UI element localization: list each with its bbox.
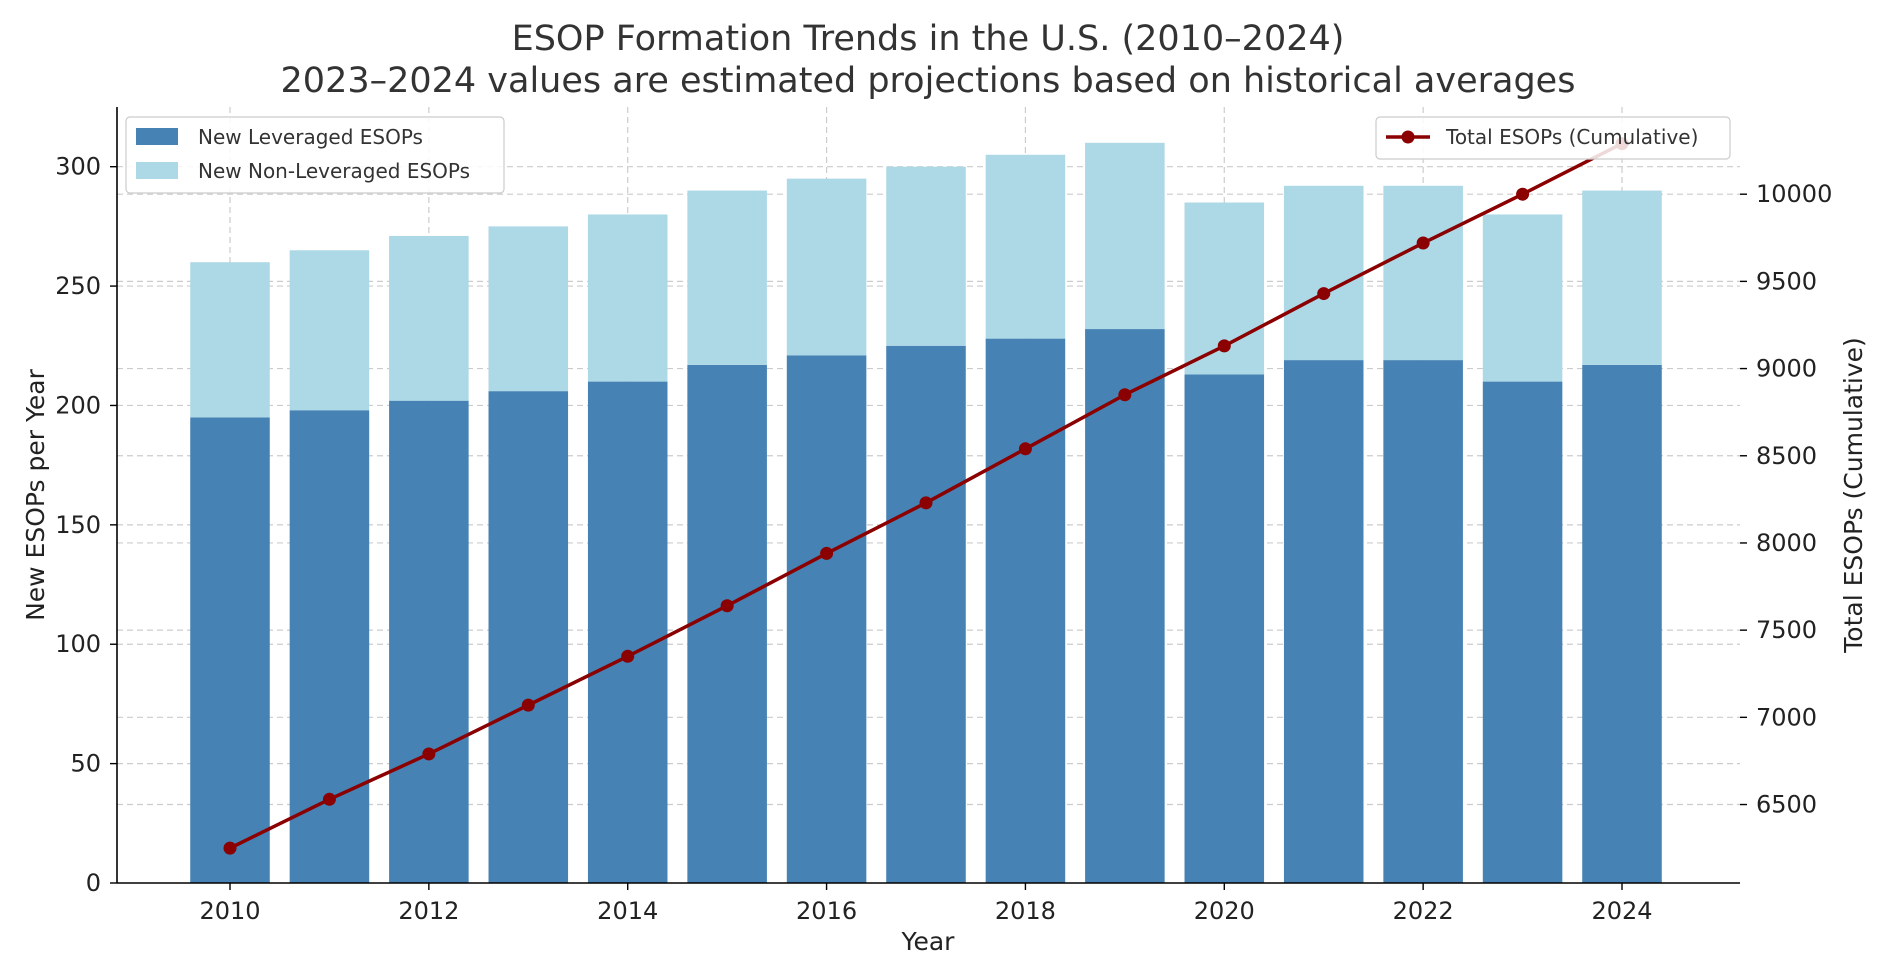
y-tick-label: 300 [55, 153, 101, 181]
y-tick-label: 200 [55, 391, 101, 419]
point-cumulative [1416, 236, 1430, 250]
bar-non-leveraged [1283, 185, 1364, 361]
y2-tick-label: 10000 [1756, 180, 1832, 208]
point-cumulative [1516, 187, 1530, 201]
y-axis-label: New ESOPs per Year [21, 368, 50, 621]
point-cumulative [1317, 287, 1331, 301]
bar-non-leveraged [488, 226, 569, 392]
bar-non-leveraged [1582, 190, 1662, 365]
bar-leveraged [786, 355, 867, 883]
x-tick-label: 2014 [597, 897, 658, 925]
bar-leveraged [488, 391, 569, 883]
legend-swatch-leveraged [136, 128, 178, 145]
bar-leveraged [985, 338, 1066, 883]
chart-subtitle: 2023–2024 values are estimated projectio… [281, 61, 1576, 101]
bar-leveraged [389, 400, 469, 883]
y-tick-label: 50 [70, 750, 101, 778]
bar-non-leveraged [1085, 142, 1165, 330]
legend-left-frame [125, 116, 505, 194]
point-cumulative [1217, 339, 1231, 353]
x-tick-label: 2016 [796, 897, 857, 925]
x-tick-label: 2024 [1591, 897, 1652, 925]
bar-leveraged [1085, 329, 1165, 883]
x-tick-label: 2012 [398, 897, 459, 925]
y-tick-label: 150 [55, 511, 101, 539]
x-tick-label: 2018 [995, 897, 1056, 925]
legend-right: Total ESOPs (Cumulative) [1375, 116, 1731, 160]
bar-leveraged [1582, 364, 1662, 884]
point-cumulative [1118, 388, 1132, 402]
y2-tick-label: 8000 [1756, 529, 1817, 557]
bar-non-leveraged [289, 250, 370, 411]
y2-axis-label: Total ESOPs (Cumulative) [1839, 337, 1868, 653]
point-cumulative [919, 496, 933, 510]
bar-leveraged [687, 364, 767, 884]
bar-non-leveraged [587, 214, 668, 382]
bar-leveraged [587, 381, 668, 883]
y2-tick-label: 6500 [1756, 791, 1817, 819]
y2-tick-label: 9500 [1756, 267, 1817, 295]
point-cumulative [223, 841, 237, 855]
bar-non-leveraged [389, 235, 469, 401]
x-axis-label: Year [901, 927, 956, 956]
legend-label-non-leveraged: New Non-Leveraged ESOPs [198, 159, 470, 183]
bars-layer [190, 142, 1662, 884]
bar-non-leveraged [687, 190, 767, 365]
point-cumulative [621, 649, 635, 663]
y-tick-label: 250 [55, 272, 101, 300]
bar-leveraged [1482, 381, 1563, 883]
y2-tick-label: 7000 [1756, 703, 1817, 731]
legend-left: New Leveraged ESOPs New Non-Leveraged ES… [125, 116, 505, 194]
y2-tick-label: 8500 [1756, 442, 1817, 470]
y2-tick-label: 7500 [1756, 616, 1817, 644]
legend-right-frame [1375, 116, 1731, 160]
bar-non-leveraged [190, 262, 270, 418]
bar-non-leveraged [1482, 214, 1563, 382]
bar-leveraged [1383, 360, 1463, 883]
bar-non-leveraged [985, 154, 1066, 339]
point-cumulative [422, 747, 436, 761]
x-tick-label: 2020 [1194, 897, 1255, 925]
point-cumulative [720, 599, 734, 613]
y-tick-label: 0 [86, 869, 101, 897]
y-tick-label: 100 [55, 630, 101, 658]
bar-non-leveraged [1383, 185, 1463, 361]
legend-label-leveraged: New Leveraged ESOPs [198, 125, 423, 149]
legend-label-cumulative: Total ESOPs (Cumulative) [1445, 125, 1698, 149]
bar-leveraged [190, 417, 270, 883]
legend-marker-cumulative [1401, 130, 1415, 144]
bar-leveraged [1283, 360, 1364, 883]
y2-tick-label: 9000 [1756, 355, 1817, 383]
axes-layer: 2010 2012 2014 2016 2018 2020 2022 2024 0 50 100 15… [55, 107, 1832, 925]
chart-title: ESOP Formation Trends in the U.S. (2010–… [512, 19, 1345, 59]
point-cumulative [322, 792, 336, 806]
point-cumulative [1018, 442, 1032, 456]
point-cumulative [521, 698, 535, 712]
x-tick-label: 2010 [199, 897, 260, 925]
x-tick-label: 2022 [1393, 897, 1454, 925]
legend-swatch-non-leveraged [136, 162, 178, 179]
bar-non-leveraged [886, 166, 966, 346]
bar-leveraged [886, 345, 966, 883]
bar-non-leveraged [786, 178, 867, 356]
point-cumulative [820, 546, 834, 560]
bar-leveraged [1184, 374, 1265, 883]
